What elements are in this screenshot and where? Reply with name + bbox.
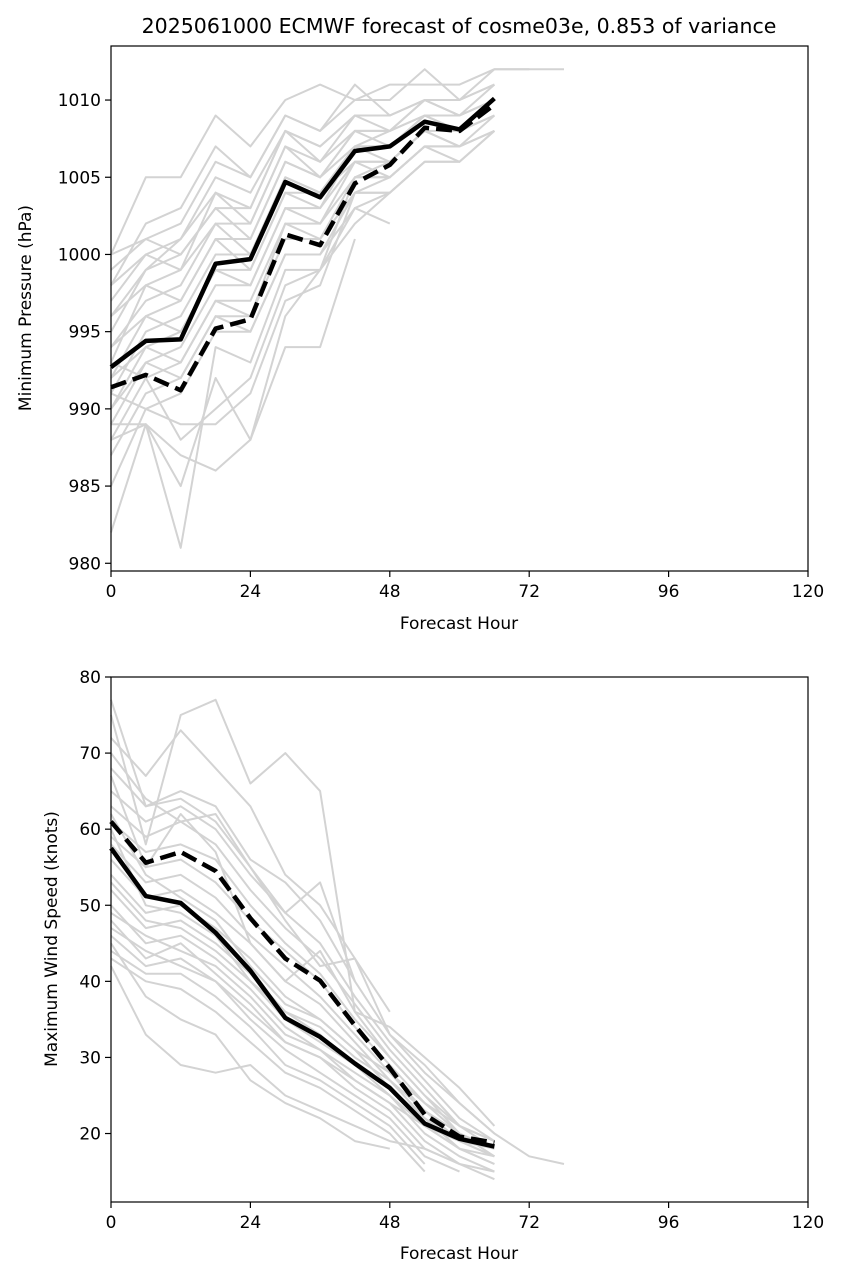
ensemble-member-line: [110, 904, 495, 1173]
chart-title: 2025061000 ECMWF forecast of cosme03e, 0…: [142, 14, 777, 38]
ensemble-member-line: [110, 965, 460, 1165]
x-tick-label: 96: [658, 1213, 680, 1233]
y-tick-label: 30: [79, 1048, 101, 1068]
x-tick-label: 48: [379, 582, 401, 602]
ensemble-member-line: [110, 114, 460, 302]
ensemble-member-line: [110, 83, 496, 271]
y-tick-label: 985: [69, 477, 101, 497]
y-tick-label: 40: [79, 972, 101, 992]
y-tick-label: 980: [69, 554, 101, 574]
plot-frame: [110, 45, 809, 572]
ensemble-member-line: [110, 161, 426, 410]
ensemble-member-line: [110, 775, 495, 1143]
y-tick-label: 80: [79, 668, 101, 688]
pressure-chart: 2025061000 ECMWF forecast of cosme03e, 0…: [16, 14, 824, 634]
ensemble-member-line: [110, 843, 495, 1158]
x-axis-label: Forecast Hour: [400, 614, 518, 634]
ensemble-member-line: [110, 950, 426, 1165]
ensemble-member-line: [110, 114, 496, 379]
y-tick-label: 1000: [58, 245, 101, 265]
x-tick-label: 0: [106, 582, 117, 602]
x-tick-label: 24: [240, 1213, 262, 1233]
x-tick-label: 72: [518, 582, 540, 602]
y-tick-label: 990: [69, 400, 101, 420]
ensemble-member-line: [110, 813, 495, 1143]
x-tick-label: 24: [240, 582, 262, 602]
y-tick-label: 1005: [58, 168, 101, 188]
x-axis-label: Forecast Hour: [400, 1244, 518, 1264]
x-tick-label: 0: [106, 1213, 117, 1233]
ensemble-member-line: [111, 207, 391, 472]
plot-area: [109, 68, 564, 549]
plot-area: [109, 698, 565, 1181]
ensemble-member-line: [110, 191, 391, 549]
ensemble-member-line: [110, 130, 496, 441]
x-tick-label: 96: [658, 582, 680, 602]
axes: 0 24 48 72 96 120 20 30 40 50 60 70 80: [79, 668, 824, 1233]
ensemble-member-line: [110, 83, 495, 287]
ensemble-member-line: [110, 68, 495, 256]
ensemble-member-line: [110, 790, 495, 1142]
ensemble-member-line: [110, 942, 391, 1150]
y-tick-label: 70: [79, 744, 101, 764]
y-tick-label: 50: [79, 896, 101, 916]
plot-frame: [110, 676, 809, 1203]
x-tick-label: 72: [518, 1213, 540, 1233]
ensemble-member-line: [110, 68, 564, 255]
ensemble-member-line: [110, 828, 461, 1135]
x-tick-label: 120: [792, 582, 824, 602]
ensemble-member-line: [110, 820, 495, 1150]
x-tick-label: 48: [379, 1213, 401, 1233]
axes: 0 24 48 72 96 120 980 985 990 995 1000 1005 1010: [58, 91, 824, 602]
ensemble-member-line: [110, 699, 356, 982]
ensemble-member-line: [110, 858, 495, 1165]
ensemble-member-line: [110, 767, 496, 1135]
ensemble-member-line: [110, 889, 495, 1173]
y-tick-label: 1010: [58, 91, 101, 111]
solid-mean-line: [109, 846, 495, 1149]
dashed-mean-line: [109, 820, 495, 1145]
ensemble-member-line: [110, 927, 495, 1158]
y-axis-label: Maximum Wind Speed (knots): [42, 811, 62, 1067]
x-tick-label: 120: [792, 1213, 824, 1233]
ensemble-member-line: [110, 145, 426, 426]
y-tick-label: 60: [79, 820, 101, 840]
wind-chart: 0 24 48 72 96 120 20 30 40 50 60 70 80 Forecast Hour…: [42, 668, 824, 1264]
ensemble-member-line: [110, 130, 426, 441]
y-axis-label: Minimum Pressure (hPa): [16, 205, 36, 411]
y-tick-label: 995: [69, 323, 101, 343]
y-tick-label: 20: [79, 1125, 101, 1145]
ensemble-member-line: [110, 99, 496, 317]
ensemble-member-line: [110, 881, 495, 1150]
solid-mean-line: [109, 96, 496, 369]
ensemble-member-line: [110, 957, 426, 1173]
